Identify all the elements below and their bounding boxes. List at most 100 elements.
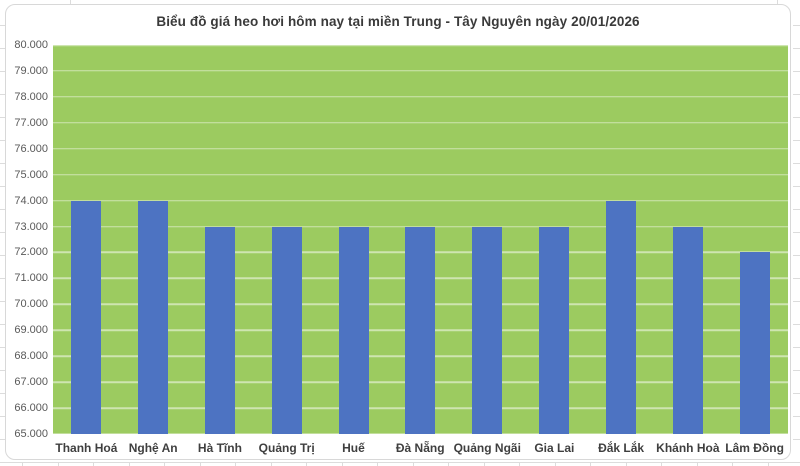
worksheet-gridline (0, 186, 5, 187)
y-tick-label: 72.000 (14, 246, 48, 259)
category-label: Lâm Đồng (725, 441, 784, 455)
bar-band (320, 45, 387, 434)
gridline (53, 225, 788, 228)
worksheet-gridline (793, 94, 800, 95)
worksheet-gridline (0, 232, 5, 233)
category-label: Quảng Trị (258, 441, 315, 455)
worksheet-gridline (413, 463, 414, 466)
category-label: Thanh Hoá (55, 441, 118, 455)
worksheet-gridline (793, 48, 800, 49)
bar[interactable] (605, 200, 636, 434)
worksheet-gridline (70, 0, 71, 4)
bar[interactable] (539, 226, 570, 434)
category-label: Huế (342, 441, 365, 455)
bar[interactable] (271, 226, 302, 434)
worksheet-gridline (793, 163, 800, 164)
bar[interactable] (138, 200, 169, 434)
worksheet-gridline (777, 0, 778, 4)
worksheet-gridline (306, 463, 307, 466)
worksheet-gridline (0, 393, 5, 394)
gridline (53, 96, 788, 98)
bar-band (120, 45, 187, 434)
y-tick-label: 71.000 (14, 272, 48, 285)
y-tick-label: 77.000 (14, 116, 48, 129)
worksheet-gridline (0, 462, 800, 463)
worksheet-gridline (793, 232, 800, 233)
bar-band (253, 45, 320, 434)
worksheet-gridline (793, 439, 800, 440)
bar[interactable] (338, 226, 369, 434)
bar[interactable] (472, 226, 503, 434)
bar-band (588, 45, 655, 434)
worksheet-gridline (129, 463, 130, 466)
y-tick-label: 79.000 (14, 64, 48, 77)
y-tick-label: 65.000 (14, 428, 48, 440)
worksheet-gridline (697, 463, 698, 466)
y-tick-label: 68.000 (14, 350, 48, 363)
worksheet-gridline (793, 278, 800, 279)
y-axis: 80.000 79.000 78.000 77.000 76.000 75.000 74.0… (6, 39, 49, 440)
worksheet-gridline (793, 301, 800, 302)
worksheet-gridline (732, 463, 733, 466)
bar[interactable] (205, 226, 236, 434)
worksheet-gridline (768, 463, 769, 466)
worksheet-gridline (519, 463, 520, 466)
worksheet-gridline (0, 163, 5, 164)
worksheet-gridline (590, 463, 591, 466)
gridline (53, 122, 788, 124)
bar[interactable] (672, 226, 703, 434)
worksheet-gridline (0, 209, 5, 210)
gridline (53, 70, 788, 72)
worksheet-gridline (0, 48, 5, 49)
worksheet-gridline (0, 301, 5, 302)
y-tick-label: 73.000 (14, 220, 48, 233)
worksheet-gridline (164, 463, 165, 466)
category-label: Quảng Ngãi (453, 441, 521, 455)
worksheet-gridline (0, 278, 5, 279)
worksheet-gridline (555, 463, 556, 466)
worksheet-gridline (58, 463, 59, 466)
gridline (53, 199, 788, 202)
y-tick-label: 70.000 (14, 298, 48, 311)
category-label: Gia Lai (534, 441, 575, 455)
worksheet-gridline (0, 25, 5, 26)
worksheet-gridline (0, 255, 5, 256)
bar-band (521, 45, 588, 434)
worksheet-gridline (0, 71, 5, 72)
bar[interactable] (71, 200, 102, 434)
bar[interactable] (405, 226, 436, 434)
worksheet-gridline (93, 463, 94, 466)
gridline (53, 44, 788, 46)
worksheet-gridline (0, 439, 5, 440)
y-tick-label: 80.000 (14, 39, 48, 51)
bar-band (387, 45, 454, 434)
worksheet-gridline (448, 463, 449, 466)
bars-layer (53, 45, 788, 434)
worksheet-gridline (793, 140, 800, 141)
bar[interactable] (739, 252, 770, 434)
category-label: Hà Tĩnh (197, 441, 242, 455)
worksheet-gridline (0, 347, 5, 348)
worksheet-gridline (793, 25, 800, 26)
chart-object[interactable]: Biểu đồ giá heo hơi hôm nay tại miền Tru… (5, 4, 791, 460)
worksheet-gridline (377, 463, 378, 466)
worksheet-gridline (0, 117, 5, 118)
worksheet-gridline (793, 393, 800, 394)
bar-band (187, 45, 254, 434)
gridline (53, 147, 788, 150)
worksheet-gridline (793, 370, 800, 371)
bar-band (654, 45, 721, 434)
worksheet-gridline (0, 370, 5, 371)
gridline (53, 433, 788, 435)
gridline (53, 173, 788, 176)
worksheet-gridline (793, 347, 800, 348)
y-tick-label: 69.000 (14, 324, 48, 337)
chart-title: Biểu đồ giá heo hơi hôm nay tại miền Tru… (156, 14, 640, 29)
worksheet-gridline (271, 463, 272, 466)
category-label: Đà Nẵng (395, 441, 445, 455)
x-axis: Thanh Hoá Nghệ An Hà Tĩnh Quảng Trị Huế Đà Nẵ… (53, 436, 788, 458)
worksheet-gridline (793, 209, 800, 210)
worksheet-gridline (793, 255, 800, 256)
worksheet-gridline (0, 94, 5, 95)
